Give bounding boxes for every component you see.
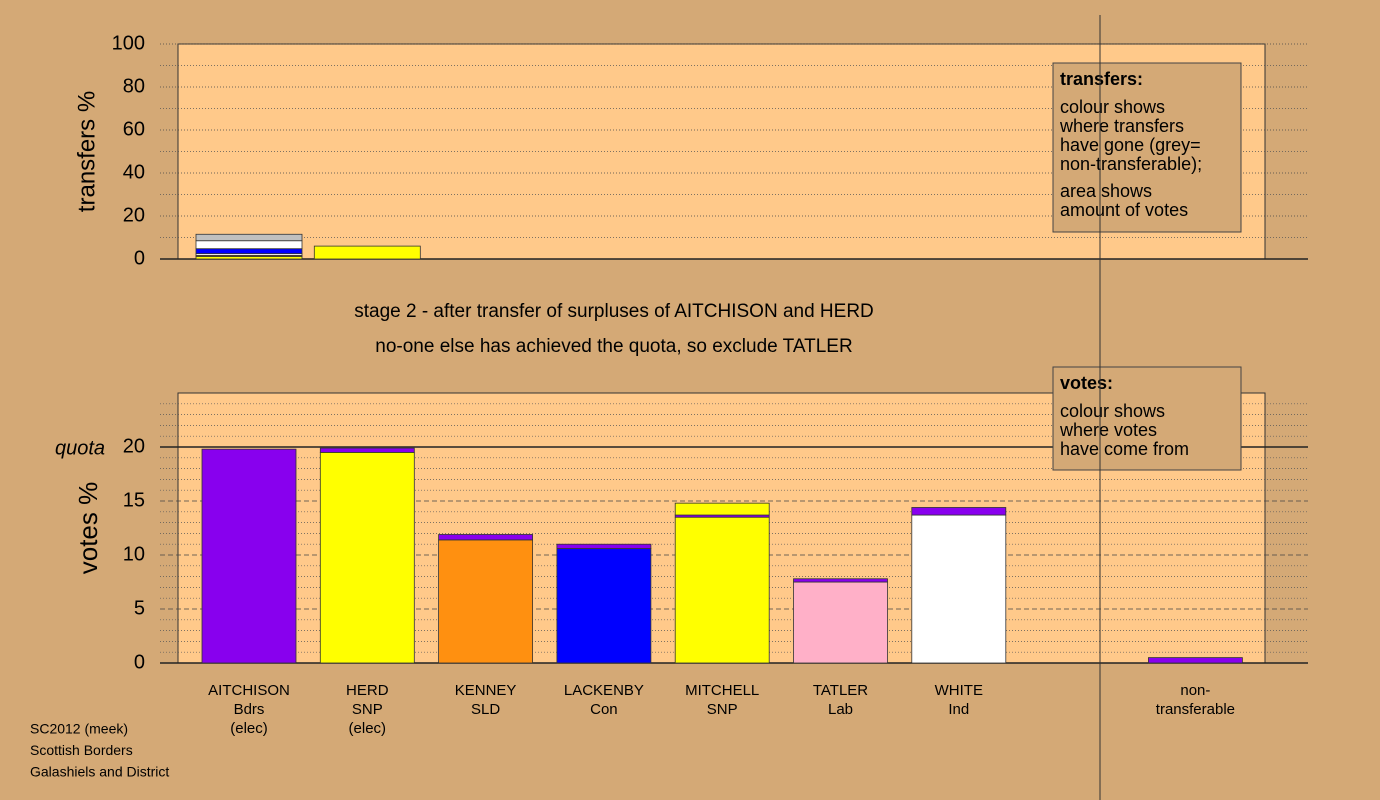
y-tick-label: 40	[123, 161, 145, 183]
x-tick-label: SNP	[707, 701, 738, 718]
bar-segment	[195, 248, 303, 255]
x-tick-label: (elec)	[230, 720, 268, 737]
bar-segment	[556, 548, 652, 664]
bar-segment	[911, 514, 1007, 664]
bar-segment	[674, 516, 770, 664]
y-tick-label: 15	[123, 489, 145, 511]
bar-segment	[319, 447, 415, 453]
bar-segment	[793, 578, 888, 583]
bar-segment	[556, 543, 652, 549]
note-text: colour shows	[1060, 401, 1165, 421]
x-tick-label: (elec)	[349, 720, 387, 737]
y-tick-label: 10	[123, 543, 145, 565]
x-tick-label: transferable	[1156, 701, 1235, 718]
caption: stage 2 - after transfer of surpluses of…	[354, 301, 874, 322]
note-title: transfers:	[1060, 69, 1143, 89]
bar-segment	[313, 245, 421, 260]
x-tick-label: TATLER	[813, 682, 868, 699]
footer-text: Scottish Borders	[30, 742, 133, 758]
bar-segment	[674, 502, 770, 516]
x-tick-label: non-	[1180, 682, 1210, 699]
note-text: where transfers	[1059, 116, 1184, 136]
y-tick-label: 5	[134, 597, 145, 619]
y-tick-label: 80	[123, 75, 145, 97]
note-title: votes:	[1060, 373, 1113, 393]
bar-segment	[438, 534, 534, 541]
footer-text: Galashiels and District	[30, 764, 169, 780]
note-text: area shows	[1060, 181, 1152, 201]
note-text: where votes	[1059, 420, 1157, 440]
note-text: have come from	[1060, 439, 1189, 459]
x-tick-label: Lab	[828, 701, 853, 718]
y-tick-label: 20	[123, 435, 145, 457]
caption: no-one else has achieved the quota, so e…	[375, 336, 852, 357]
note-text: amount of votes	[1060, 200, 1188, 220]
note-text: non-transferable);	[1060, 154, 1202, 174]
bar-segment	[911, 507, 1007, 516]
bar-segment	[793, 581, 888, 664]
y-axis-label: votes %	[73, 482, 103, 575]
bar-segment	[195, 233, 303, 242]
x-tick-label: SLD	[471, 701, 500, 718]
x-tick-label: HERD	[346, 682, 389, 699]
note-box	[1052, 62, 1242, 233]
bar-segment	[1148, 657, 1243, 664]
bar-segment	[201, 448, 297, 664]
bar-segment	[319, 451, 415, 664]
footer-text: SC2012 (meek)	[30, 721, 128, 737]
x-tick-label: LACKENBY	[564, 682, 644, 699]
y-tick-label: 20	[123, 204, 145, 226]
x-tick-label: KENNEY	[455, 682, 517, 699]
x-tick-label: Bdrs	[234, 701, 265, 718]
x-tick-label: SNP	[352, 701, 383, 718]
bar-segment	[438, 539, 534, 664]
y-tick-label: 100	[112, 32, 145, 54]
x-tick-label: AITCHISON	[208, 682, 290, 699]
y-axis-label: transfers %	[73, 91, 100, 212]
y-tick-label: 0	[134, 247, 145, 269]
note-text: colour shows	[1060, 97, 1165, 117]
x-tick-label: Ind	[948, 701, 969, 718]
y-tick-label: 0	[134, 651, 145, 673]
x-tick-label: Con	[590, 701, 618, 718]
note-box	[1052, 366, 1242, 471]
y-tick-label: 60	[123, 118, 145, 140]
x-tick-label: WHITE	[935, 682, 983, 699]
note-text: have gone (grey=	[1060, 135, 1201, 155]
x-tick-label: MITCHELL	[685, 682, 759, 699]
quota-label: quota	[55, 437, 105, 459]
bar-segment	[195, 240, 303, 250]
